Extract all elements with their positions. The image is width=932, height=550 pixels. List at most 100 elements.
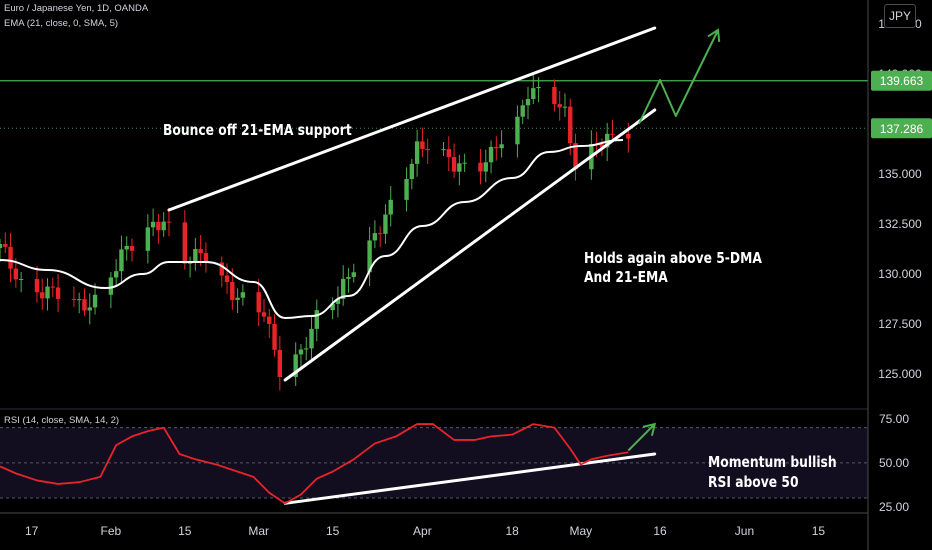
time-tick-label-0: 17: [25, 524, 39, 538]
price-tick-label-4: 132.500: [878, 217, 922, 231]
candle-body: [457, 163, 462, 172]
candle-body: [346, 276, 351, 279]
annotation-bounce: Bounce off 21-EMA support: [163, 121, 352, 139]
candle-body: [182, 222, 187, 264]
candle-body: [230, 282, 235, 300]
grid: [0, 408, 868, 499]
candle-body: [626, 133, 631, 139]
ema-line: [0, 139, 624, 320]
candle-body: [409, 163, 415, 180]
candle-body: [235, 297, 240, 300]
candle-body: [240, 292, 246, 298]
time-tick-label-9: Jun: [735, 524, 754, 538]
trendline-lower-channel: [283, 108, 657, 382]
candle-body: [478, 162, 483, 172]
price-tick-label-7: 125.000: [878, 367, 922, 381]
price-tag-1: 137.286: [880, 122, 924, 136]
candle-body: [367, 240, 372, 273]
annotation-momentum-line1: Momentum bullish: [708, 453, 837, 471]
candle-body: [414, 141, 420, 164]
candle-body: [557, 104, 562, 108]
candle-body: [277, 349, 283, 377]
candle-body: [425, 148, 430, 151]
candle-body: [224, 275, 230, 283]
candle-body: [82, 299, 87, 311]
candle-body: [314, 310, 319, 329]
price-tags: 139.663 137.286: [871, 70, 932, 139]
candle-body: [13, 268, 19, 280]
time-tick-label-1: Feb: [101, 524, 122, 538]
trendline-upper-channel: [167, 26, 657, 212]
candle-body: [483, 162, 488, 172]
candle-body: [341, 278, 346, 299]
annotation-holds-line2: And 21-EMA: [584, 268, 668, 286]
candle-body: [45, 286, 50, 299]
candle-body: [499, 144, 504, 149]
candle-body: [150, 221, 156, 228]
candle-body: [87, 307, 92, 311]
time-tick-label-2: 15: [178, 524, 192, 538]
candle-body: [145, 227, 151, 251]
currency-button[interactable]: JPY: [884, 4, 916, 28]
candle-body: [605, 133, 610, 148]
time-tick-label-10: 15: [812, 524, 826, 538]
candle-body: [272, 323, 277, 350]
candle-body: [161, 221, 166, 231]
candle-body: [562, 106, 568, 108]
price-tick-label-5: 130.000: [878, 267, 922, 281]
rsi-tick-label-1: 50.00: [879, 456, 909, 470]
candle-body: [156, 221, 161, 231]
candle-body: [166, 221, 172, 223]
price-tag-0: 139.663: [880, 74, 924, 88]
candle-body: [34, 278, 40, 293]
axes: [0, 0, 869, 550]
candle-body: [40, 292, 45, 299]
projections: [627, 28, 721, 452]
candle-body: [71, 298, 77, 300]
candle-body: [525, 98, 531, 106]
level-lines: [0, 80, 868, 129]
time-tick-label-3: Mar: [248, 524, 269, 538]
candle-body: [515, 116, 520, 145]
candle-body: [124, 245, 129, 250]
price-tag-bg-1: [871, 118, 932, 139]
price-tick-label-6: 127.500: [878, 317, 922, 331]
candle-body: [129, 245, 135, 251]
rsi-trendline: [283, 452, 657, 505]
time-tick-label-8: 16: [653, 524, 667, 538]
candle-body: [92, 294, 98, 308]
price-projection-arrow: [637, 29, 719, 125]
candle-body: [377, 233, 383, 235]
candle-body: [8, 246, 13, 269]
rsi-line: [0, 423, 629, 505]
candle-body: [298, 349, 304, 355]
candle-body: [404, 179, 409, 200]
candle-body: [536, 86, 541, 89]
candle-body: [0, 244, 3, 248]
candle-body: [267, 316, 272, 324]
candle-body: [446, 149, 451, 158]
candle-body: [383, 214, 388, 234]
candle-body: [599, 144, 605, 148]
candle-body: [309, 328, 314, 349]
rsi-projection-arrow: [627, 423, 656, 452]
candle-body: [50, 286, 55, 288]
rsi-projection-arrow-head: [642, 422, 657, 436]
candle-body: [203, 253, 209, 263]
rsi-tick-label-2: 25.00: [879, 500, 909, 514]
time-tick-label-5: Apr: [413, 524, 432, 538]
rsi-tick-label-0: 75.00: [879, 412, 909, 426]
candle-body: [330, 303, 335, 311]
time-tick-label-6: 18: [505, 524, 519, 538]
candle-body: [77, 299, 82, 301]
trendlines: [167, 26, 657, 505]
candle-body: [119, 249, 124, 272]
candle-body: [568, 106, 573, 144]
candle-body: [187, 262, 193, 264]
price-tag-bg-0: [871, 70, 932, 91]
candle-body: [462, 162, 467, 164]
annotation-momentum-line2: RSI above 50: [708, 473, 799, 491]
candle-body: [55, 287, 61, 299]
ema-legend: EMA (21, close, 0, SMA, 5): [4, 18, 119, 29]
